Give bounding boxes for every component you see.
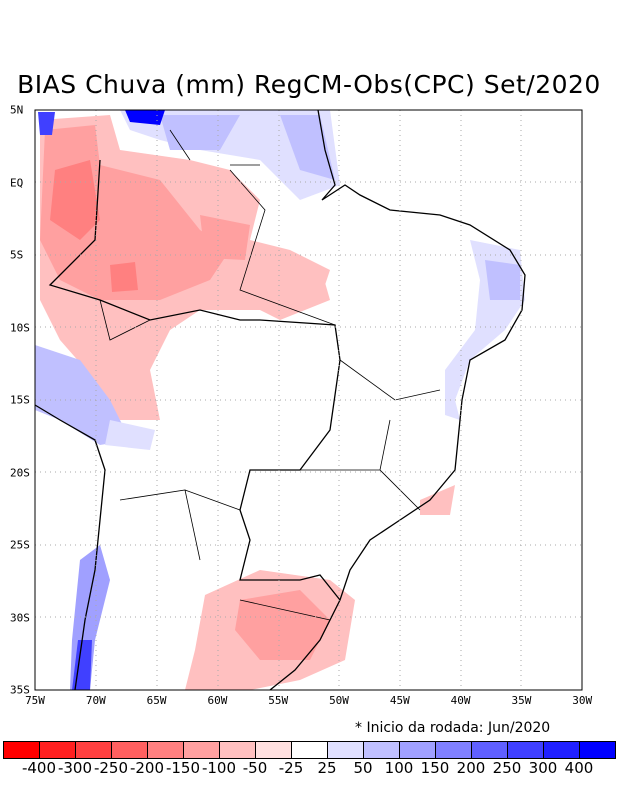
x-tick-label: 30W	[572, 694, 593, 707]
x-tick-label: 55W	[268, 694, 289, 707]
y-tick-label: EQ	[10, 176, 24, 189]
colorbar-label: -250	[93, 759, 129, 777]
colorbar-label: 25	[317, 759, 337, 777]
colorbar-label: -100	[201, 759, 237, 777]
run-start-note: * Inicio da rodada: Jun/2020	[355, 720, 551, 736]
colorbar-box	[580, 742, 615, 758]
x-tick-label: 35W	[511, 694, 532, 707]
map-frame	[34, 109, 583, 691]
y-tick-label: 25S	[10, 538, 30, 552]
colorbar-label: 150	[420, 759, 450, 777]
y-tick-label: 20S	[10, 466, 30, 479]
grid-lines	[35, 110, 582, 690]
colorbar-label: 400	[564, 759, 594, 777]
x-tick-label: 45W	[389, 694, 410, 707]
colorbar-box	[184, 742, 220, 758]
colorbar-label: 200	[456, 759, 486, 777]
y-tick-label: 5N	[10, 103, 24, 117]
colorbar-box	[436, 742, 472, 758]
map-title: BIAS Chuva (mm) RegCM-Obs(CPC) Set/2020	[17, 70, 601, 99]
x-tick-label: 65W	[146, 694, 167, 707]
colorbar-box	[112, 742, 148, 758]
colorbar-box	[328, 742, 364, 758]
colorbar-box	[148, 742, 184, 758]
colorbar-label: 300	[528, 759, 558, 777]
colorbar-label: -25	[278, 759, 304, 777]
colorbar-label: 100	[384, 759, 414, 777]
colorbar-box	[544, 742, 580, 758]
colorbar-box	[364, 742, 400, 758]
colorbar-box	[472, 742, 508, 758]
colorbar-box	[40, 742, 76, 758]
x-tick-label: 50W	[329, 694, 349, 707]
positive-bias-west	[35, 345, 130, 445]
colorbar-box	[400, 742, 436, 758]
x-tick-label: 60W	[207, 694, 228, 707]
colorbar-label: -50	[242, 759, 268, 777]
colorbar-box	[220, 742, 256, 758]
y-tick-label: 10S	[10, 321, 30, 334]
anomaly-fields	[35, 110, 525, 690]
colorbar-box	[76, 742, 112, 758]
y-tick-label: 15S	[10, 393, 30, 407]
x-tick-label: 75W	[25, 694, 45, 707]
x-tick-label: 70W	[85, 694, 106, 707]
atlantic-coastline	[269, 109, 526, 691]
colorbar-label: -150	[165, 759, 201, 777]
colorbar-label: 50	[353, 759, 373, 777]
colorbar-box	[256, 742, 292, 758]
y-tick-label: 30S	[10, 611, 30, 624]
colorbar-box	[4, 742, 40, 758]
y-tick-label: 35S	[10, 683, 30, 697]
pacific-coastline	[34, 404, 106, 691]
colorbar-label: -300	[57, 759, 93, 777]
colorbar-label: 250	[492, 759, 522, 777]
colorbar-box	[508, 742, 544, 758]
colorbar-label: -200	[129, 759, 165, 777]
colorbar-label: -400	[21, 759, 57, 777]
colorbar	[3, 741, 616, 759]
colorbar-box	[292, 742, 328, 758]
y-tick-label: 5S	[10, 248, 24, 262]
x-tick-label: 40W	[450, 694, 471, 707]
